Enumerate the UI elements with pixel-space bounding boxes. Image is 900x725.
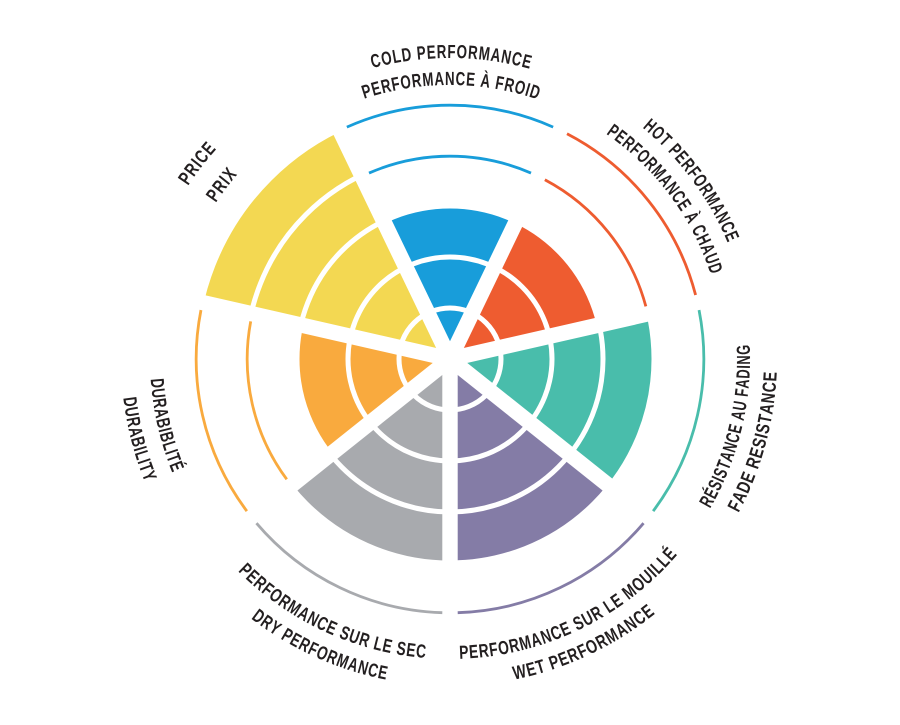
svg-text:C: C xyxy=(758,381,780,393)
svg-text:E: E xyxy=(759,371,781,382)
svg-text:S: S xyxy=(395,637,408,660)
svg-text:A: A xyxy=(732,378,754,389)
svg-text:I: I xyxy=(733,365,754,369)
svg-text:N: N xyxy=(500,46,513,68)
svg-text:S: S xyxy=(752,422,775,436)
svg-text:R: R xyxy=(122,415,144,429)
svg-text:P: P xyxy=(416,43,427,65)
svg-text:A: A xyxy=(434,69,445,90)
svg-text:R: R xyxy=(502,74,516,96)
svg-text:À: À xyxy=(479,69,491,92)
svg-text:N: N xyxy=(445,69,455,90)
svg-text:E: E xyxy=(426,42,436,63)
svg-text:C: C xyxy=(510,48,524,70)
svg-text:I: I xyxy=(523,80,532,101)
svg-text:I: I xyxy=(708,473,729,485)
svg-text:F: F xyxy=(447,42,455,63)
svg-text:W: W xyxy=(511,660,529,684)
svg-text:D: D xyxy=(119,396,141,408)
svg-text:I: I xyxy=(160,447,181,457)
svg-text:M: M xyxy=(422,69,435,91)
svg-text:O: O xyxy=(456,42,467,63)
svg-text:R: R xyxy=(478,639,490,662)
svg-text:C: C xyxy=(455,69,465,90)
svg-text:U: U xyxy=(120,406,142,419)
svg-text:C: C xyxy=(415,640,427,663)
svg-text:E: E xyxy=(465,69,475,90)
svg-text:R: R xyxy=(411,70,423,92)
svg-text:A: A xyxy=(124,425,147,439)
svg-text:F: F xyxy=(731,388,753,398)
svg-text:A: A xyxy=(489,45,502,67)
svg-text:M: M xyxy=(517,631,534,655)
svg-text:I: I xyxy=(129,444,150,453)
svg-text:D: D xyxy=(400,44,413,66)
svg-text:F: F xyxy=(494,73,506,95)
svg-text:O: O xyxy=(399,72,413,94)
svg-text:A: A xyxy=(150,407,172,420)
svg-text:O: O xyxy=(496,636,511,659)
svg-text:N: N xyxy=(734,355,755,364)
svg-text:L: L xyxy=(391,46,403,68)
svg-text:D: D xyxy=(146,378,168,389)
svg-text:R: R xyxy=(507,634,521,657)
svg-text:E: E xyxy=(376,662,389,684)
svg-text:G: G xyxy=(733,345,754,356)
svg-text:A: A xyxy=(755,402,778,416)
svg-text:M: M xyxy=(478,43,491,65)
svg-text:O: O xyxy=(379,48,394,71)
svg-text:F: F xyxy=(390,74,402,96)
svg-text:U: U xyxy=(147,387,169,399)
svg-text:E: E xyxy=(405,639,417,662)
svg-text:R: R xyxy=(467,42,478,63)
svg-text:I: I xyxy=(154,426,175,435)
svg-text:N: N xyxy=(757,392,780,405)
svg-text:P: P xyxy=(459,641,469,663)
svg-text:E: E xyxy=(468,641,479,663)
svg-text:I: I xyxy=(133,456,154,466)
svg-text:R: R xyxy=(148,397,170,410)
svg-text:A: A xyxy=(727,409,750,422)
svg-text:E: E xyxy=(381,634,395,657)
svg-text:R: R xyxy=(436,42,446,63)
svg-text:F: F xyxy=(488,638,500,661)
svg-text:U: U xyxy=(729,400,751,412)
svg-text:I: I xyxy=(751,431,773,440)
svg-text:B: B xyxy=(152,416,175,430)
svg-text:D: D xyxy=(733,369,755,380)
